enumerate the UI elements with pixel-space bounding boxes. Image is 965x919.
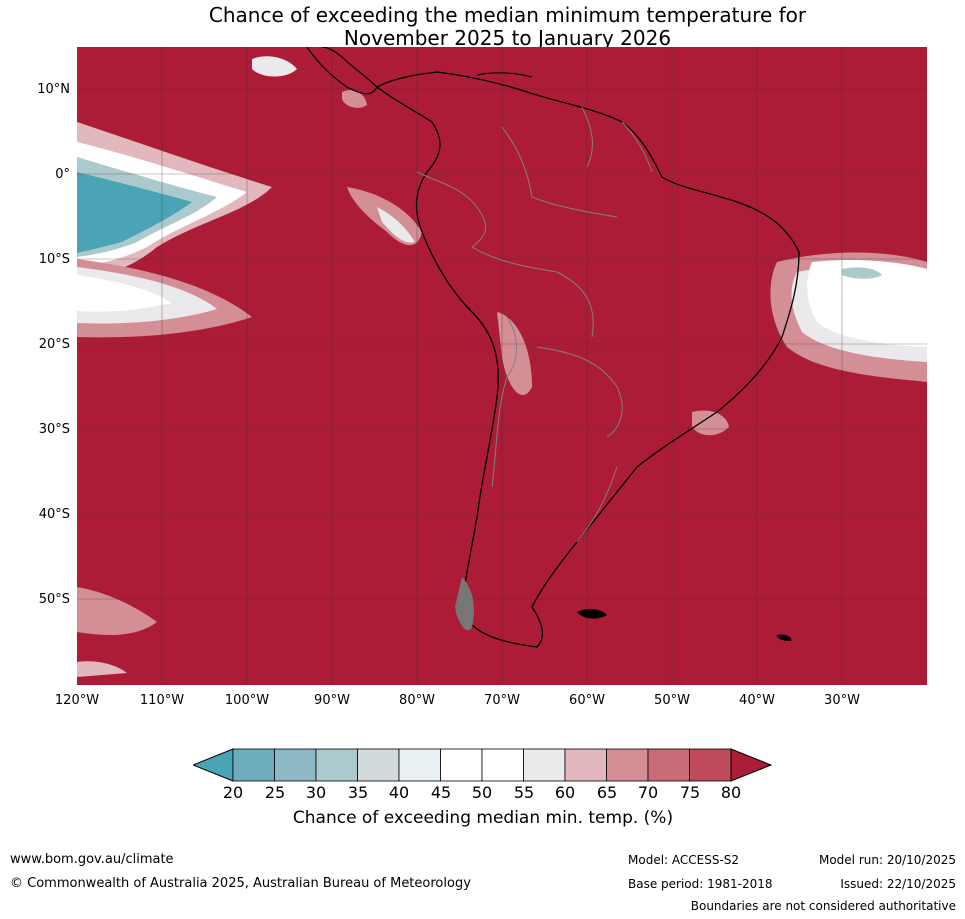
title-line-2: November 2025 to January 2026 — [343, 26, 672, 50]
lat-label-50s: 50°S — [38, 592, 70, 607]
lon-label-120w: 120°W — [54, 693, 100, 708]
patch-north-pacific — [252, 56, 297, 77]
colorbar-tick: 30 — [305, 783, 327, 802]
lat-label-20s: 20°S — [38, 337, 70, 352]
colorbar-extend-low — [191, 748, 234, 782]
south-georgia — [777, 634, 792, 641]
patch-central-america — [342, 90, 367, 108]
lat-label-30s: 30°S — [38, 422, 70, 437]
colorbar-tick: 75 — [679, 783, 701, 802]
lat-label-40s: 40°S — [38, 507, 70, 522]
lon-label-80w: 80°W — [399, 693, 435, 708]
colorbar-tick: 80 — [720, 783, 742, 802]
colorbar-segment — [398, 748, 441, 782]
map-panel[interactable] — [77, 47, 927, 685]
atlantic-low-probability-region — [692, 252, 927, 436]
footer-base-period: Base period: 1981-2018 — [628, 877, 773, 891]
lat-label-10n: 10°N — [37, 82, 70, 97]
colorbar-segment — [564, 748, 607, 782]
colorbar-tick: 35 — [347, 783, 369, 802]
country-boundaries — [416, 106, 653, 543]
colorbar-segment — [606, 748, 649, 782]
footer-issued: Issued: 22/10/2025 — [840, 877, 956, 891]
central-america-coastline — [306, 47, 378, 95]
colorbar-tick: 20 — [222, 783, 244, 802]
footer-model-run: Model run: 20/10/2025 — [818, 853, 956, 867]
lon-label-40w: 40°W — [739, 693, 775, 708]
map-svg — [77, 47, 927, 685]
colorbar-segment — [647, 748, 690, 782]
colorbar-tick: 40 — [388, 783, 410, 802]
colorbar-segment — [481, 748, 524, 782]
peru-coast-region — [347, 187, 422, 246]
colorbar-segment — [440, 748, 483, 782]
colorbar — [191, 748, 773, 782]
colorbar-segment — [315, 748, 358, 782]
colorbar-segment — [689, 748, 732, 782]
patagonia-icefield — [455, 577, 474, 631]
patch-southwest — [77, 661, 127, 677]
colorbar-tick: 60 — [554, 783, 576, 802]
colorbar-svg — [191, 748, 773, 782]
lon-label-50w: 50°W — [654, 693, 690, 708]
colorbar-segment — [232, 748, 275, 782]
footer-copyright: © Commonwealth of Australia 2025, Austra… — [10, 876, 471, 891]
footer-disclaimer: Boundaries are not considered authoritat… — [690, 899, 956, 913]
colorbar-label: Chance of exceeding median min. temp. (%… — [292, 808, 674, 828]
colorbar-segment — [274, 748, 317, 782]
caribbean-islands — [476, 72, 533, 78]
colorbar-tick: 50 — [471, 783, 493, 802]
colorbar-segment — [523, 748, 566, 782]
colorbar-tick: 65 — [596, 783, 618, 802]
lon-label-70w: 70°W — [484, 693, 520, 708]
colorbar-tick: 45 — [430, 783, 452, 802]
footer-website[interactable]: www.bom.gov.au/climate — [10, 852, 174, 867]
footer-model: Model: ACCESS-S2 — [628, 853, 740, 867]
colorbar-tick: 70 — [637, 783, 659, 802]
falkland-islands — [577, 609, 607, 619]
colorbar-tick: 55 — [513, 783, 535, 802]
lat-label-0: 0° — [55, 167, 70, 182]
lon-label-60w: 60°W — [569, 693, 605, 708]
lon-label-30w: 30°W — [824, 693, 860, 708]
colorbar-tick: 25 — [264, 783, 286, 802]
colorbar-segment — [357, 748, 400, 782]
lon-label-110w: 110°W — [139, 693, 185, 708]
title-line-1: Chance of exceeding the median minimum t… — [208, 3, 807, 27]
colorbar-extend-high — [730, 748, 773, 782]
lat-label-10s: 10°S — [38, 252, 70, 267]
map-title: Chance of exceeding the median minimum t… — [0, 4, 965, 50]
lon-label-100w: 100°W — [224, 693, 270, 708]
pacific-low-probability-region — [77, 122, 272, 338]
lon-label-90w: 90°W — [314, 693, 350, 708]
graticule — [77, 47, 927, 685]
patch-andes — [497, 312, 532, 396]
